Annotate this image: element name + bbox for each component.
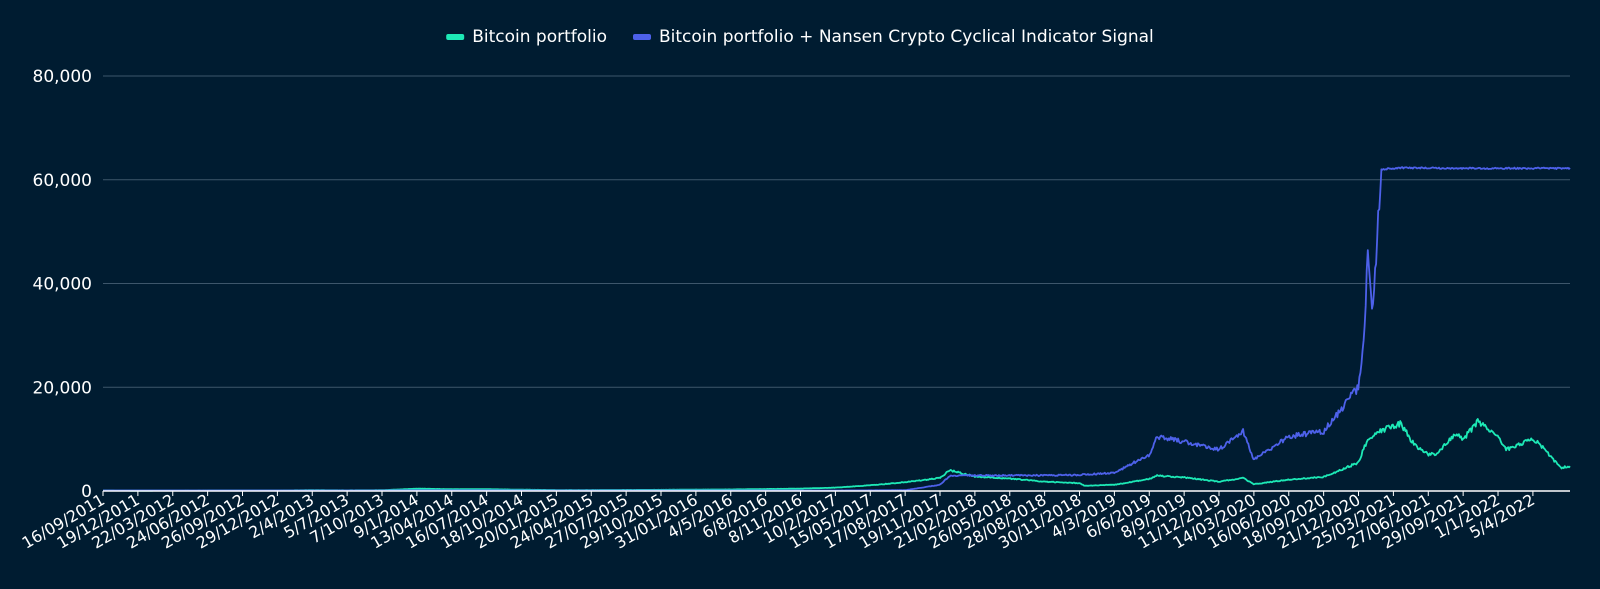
legend-swatch: [446, 34, 465, 40]
series-line-bitcoin-portfolio-nansen: [103, 166, 1571, 492]
y-tick-label: 20,000: [33, 378, 92, 398]
y-tick-label: 40,000: [33, 275, 92, 295]
y-tick-label: 0: [81, 482, 92, 502]
legend-label: Bitcoin portfolio: [472, 27, 607, 47]
gridlines: [103, 75, 1570, 388]
legend-item[interactable]: Bitcoin portfolio: [446, 27, 607, 47]
series-layer: [103, 166, 1571, 492]
legend-item[interactable]: Bitcoin portfolio + Nansen Crypto Cyclic…: [633, 27, 1154, 47]
y-tick-label: 60,000: [33, 171, 92, 191]
x-axis: 16/09/201119/12/201122/03/201224/06/2012…: [19, 490, 1570, 553]
legend-swatch: [633, 34, 651, 40]
legend: Bitcoin portfolio Bitcoin portfolio + Nan…: [446, 27, 1154, 47]
legend-label: Bitcoin portfolio + Nansen Crypto Cyclic…: [659, 27, 1154, 47]
y-tick-label: 80,000: [33, 67, 92, 87]
y-axis: 0 20,000 40,000 60,000 80,000: [33, 67, 92, 502]
series-line-bitcoin-portfolio: [103, 418, 1571, 492]
